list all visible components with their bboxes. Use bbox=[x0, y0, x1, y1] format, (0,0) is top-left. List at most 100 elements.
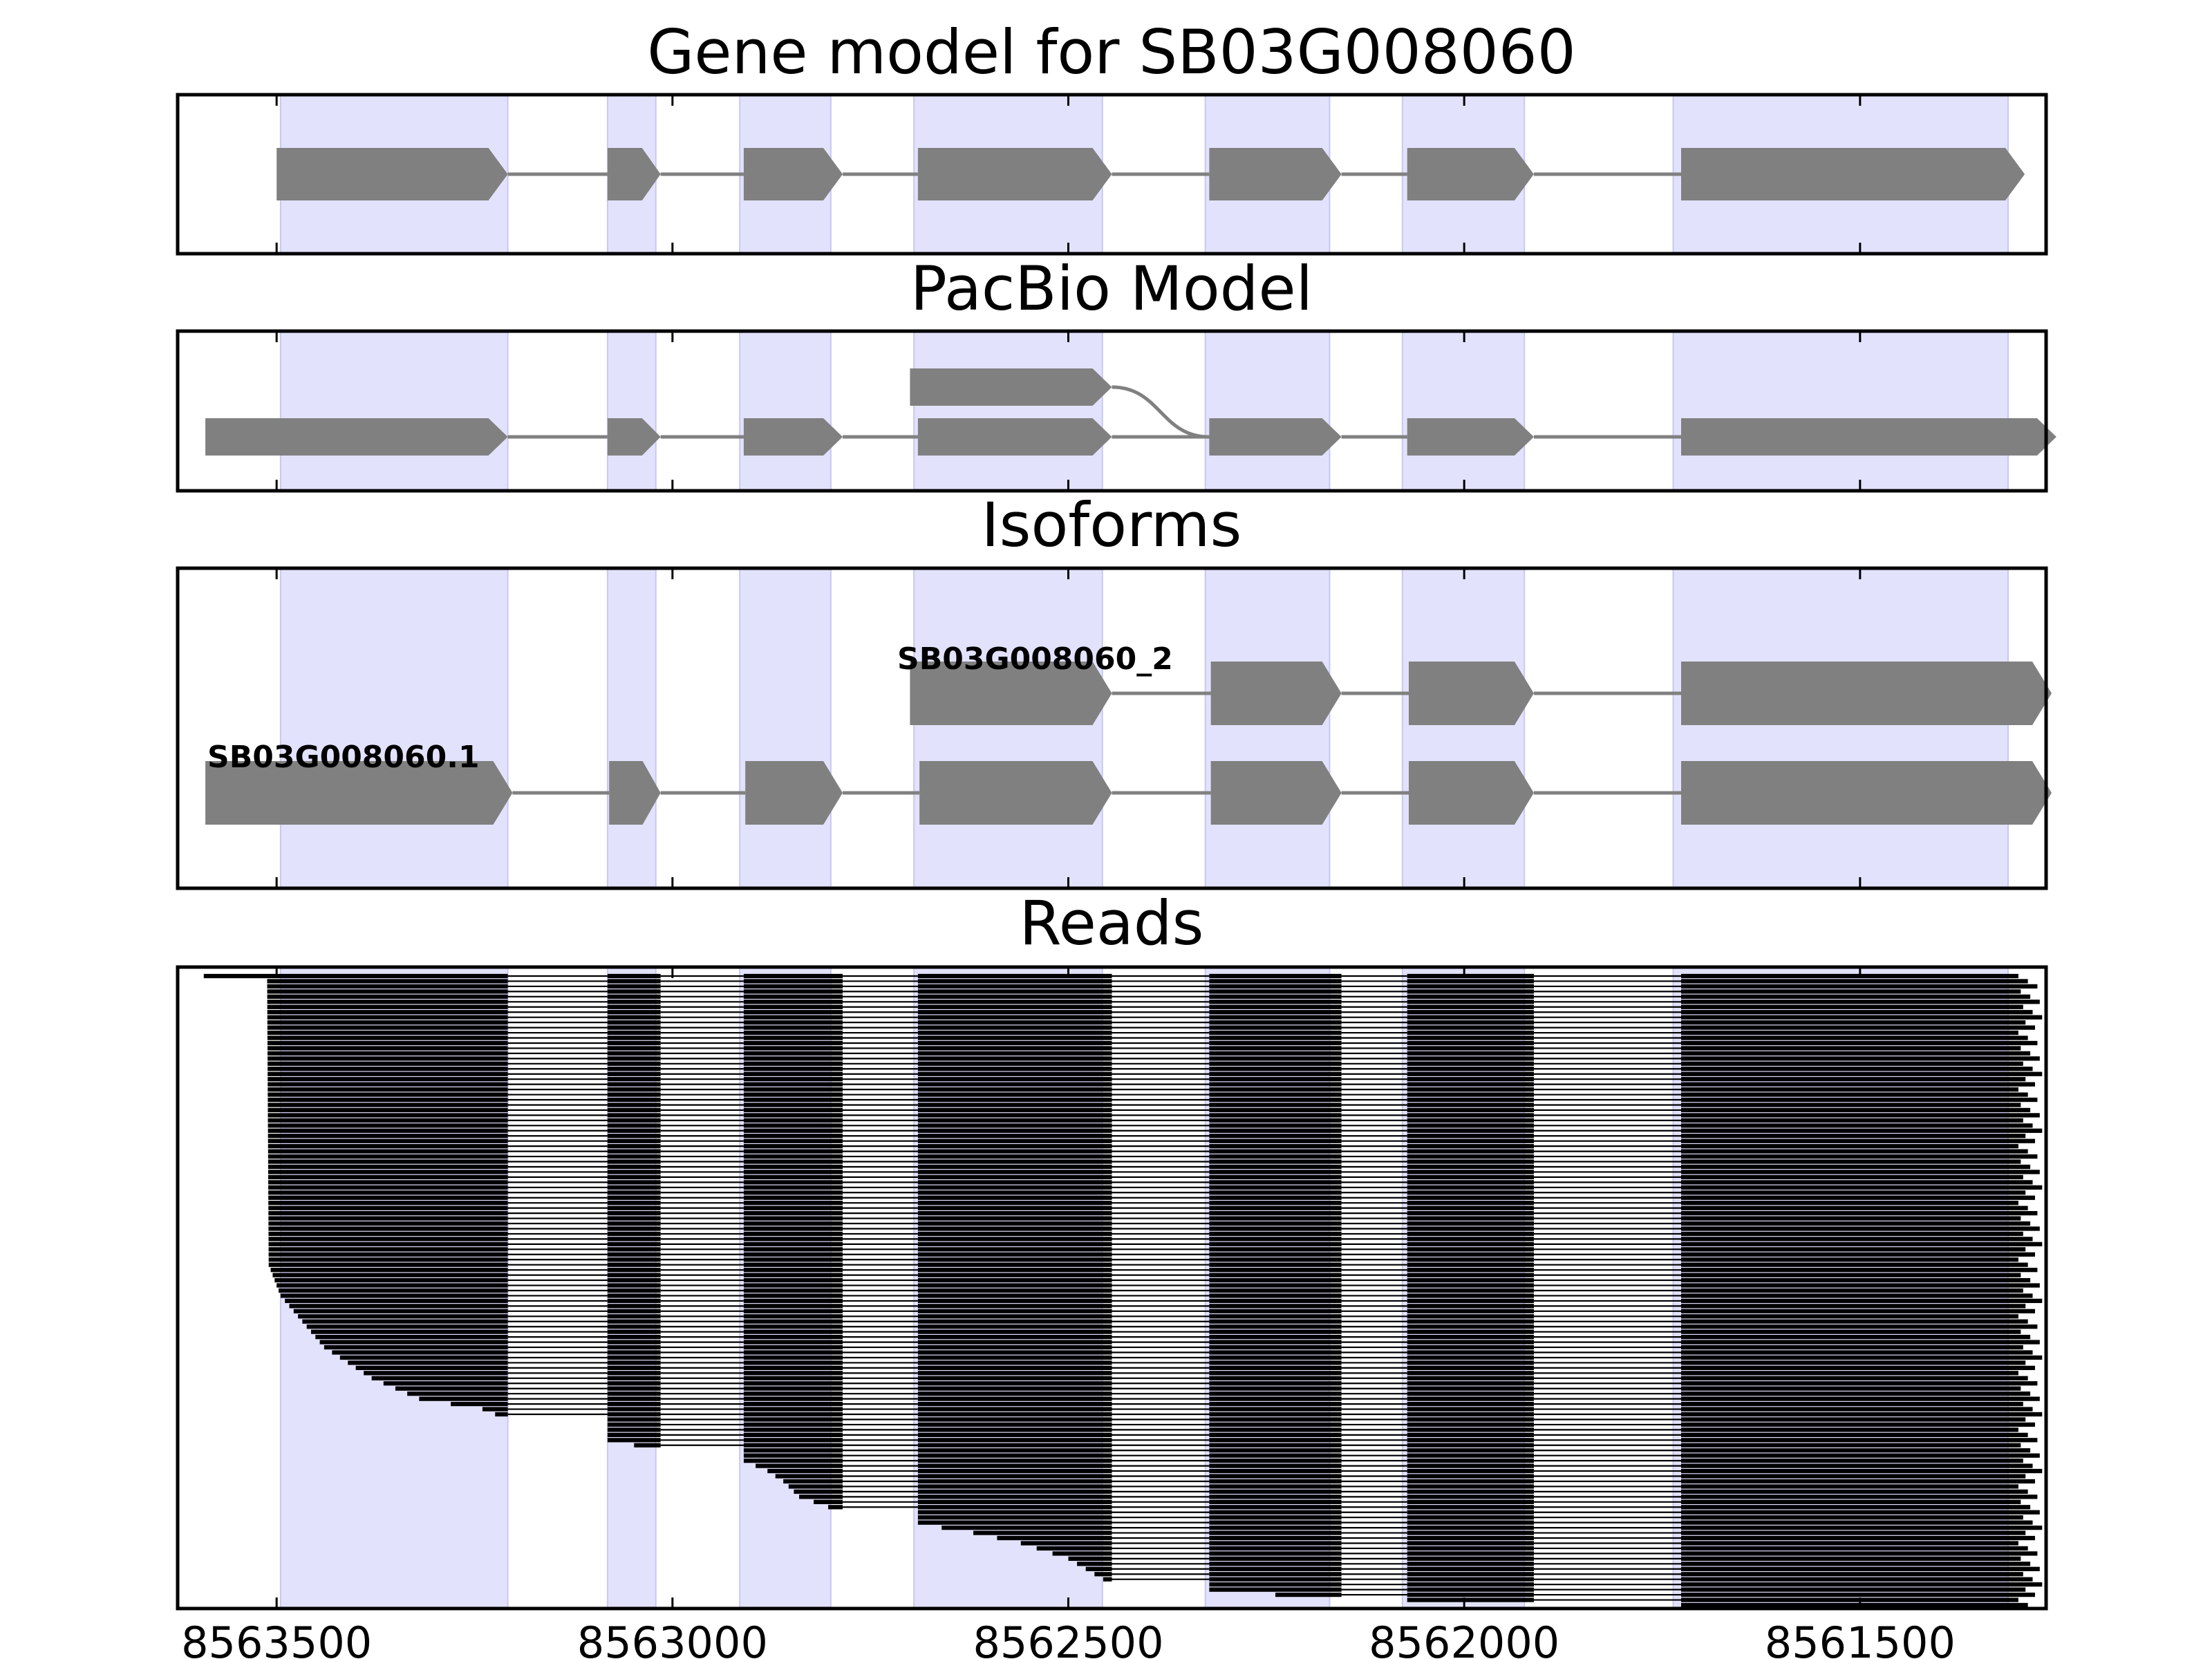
read-exon bbox=[1103, 1577, 1112, 1582]
read-exon bbox=[917, 1479, 1112, 1484]
read-exon bbox=[1209, 1412, 1342, 1417]
read-exon bbox=[743, 1159, 843, 1164]
read-exon bbox=[302, 1319, 508, 1324]
exon-shade-band-7 bbox=[1672, 330, 2009, 491]
read-exon bbox=[267, 1030, 508, 1035]
read-28 bbox=[268, 1113, 2040, 1118]
read-exon bbox=[743, 1000, 843, 1004]
read-exon bbox=[395, 1386, 508, 1391]
read-51 bbox=[268, 1231, 2023, 1237]
read-exon bbox=[743, 1417, 843, 1422]
read-exon bbox=[917, 1344, 1112, 1350]
read-exon bbox=[1680, 1138, 2035, 1143]
read-exon bbox=[607, 1061, 661, 1066]
read-exon bbox=[607, 1010, 661, 1015]
read-exon bbox=[1680, 1020, 2026, 1025]
read-exon bbox=[1407, 1226, 1534, 1231]
exon-shade-band-7 bbox=[1672, 568, 2009, 889]
read-exon bbox=[1680, 1056, 2040, 1061]
read-exon bbox=[799, 1494, 843, 1499]
isoform-label-2: SB03G008060_2 bbox=[897, 641, 1173, 677]
read-exon bbox=[1680, 1164, 2031, 1170]
read-88 bbox=[607, 1422, 2035, 1427]
read-12 bbox=[267, 1030, 2018, 1035]
read-19 bbox=[268, 1067, 2033, 1071]
read-exon bbox=[1407, 1000, 1534, 1004]
read-exon bbox=[743, 1040, 843, 1046]
read-exon bbox=[917, 1154, 1112, 1159]
read-exon bbox=[607, 1340, 661, 1344]
read-87 bbox=[607, 1417, 2026, 1422]
read-exon bbox=[607, 1128, 661, 1133]
read-exon bbox=[1407, 1107, 1534, 1113]
read-exon bbox=[1209, 1159, 1342, 1164]
read-exon bbox=[1680, 1004, 2023, 1009]
read-exon bbox=[1680, 1097, 2038, 1103]
read-exon bbox=[274, 1277, 508, 1283]
read-exon bbox=[743, 1123, 843, 1128]
read-exon bbox=[743, 1020, 843, 1025]
read-exon bbox=[1407, 1092, 1534, 1097]
read-exon bbox=[1680, 1510, 2040, 1515]
read-exon bbox=[607, 1082, 661, 1087]
read-exon bbox=[607, 1273, 661, 1277]
read-exon bbox=[607, 1365, 661, 1371]
read-exon bbox=[1680, 1324, 2038, 1329]
read-exon bbox=[1407, 1376, 1534, 1380]
read-exon bbox=[1407, 1489, 1534, 1494]
read-exon bbox=[917, 979, 1112, 984]
read-71 bbox=[315, 1334, 2031, 1340]
read-exon bbox=[917, 1309, 1112, 1313]
read-exon bbox=[607, 1247, 661, 1252]
read-exon bbox=[1209, 1510, 1342, 1515]
read-56 bbox=[268, 1257, 2018, 1262]
read-exon bbox=[1680, 1061, 2023, 1066]
read-exon bbox=[1680, 1087, 2018, 1092]
read-exon bbox=[607, 1020, 661, 1025]
read-79 bbox=[371, 1376, 2028, 1380]
read-exon bbox=[1209, 1468, 1342, 1474]
read-exon bbox=[1680, 1530, 2026, 1535]
read-111 bbox=[1020, 1541, 2018, 1546]
read-exon bbox=[1407, 1525, 1534, 1530]
read-exon bbox=[1209, 1262, 1342, 1267]
read-exon bbox=[607, 984, 661, 989]
read-exon bbox=[1680, 1159, 2021, 1164]
read-exon bbox=[1209, 1314, 1342, 1319]
read-exon bbox=[1407, 1484, 1534, 1489]
read-exon bbox=[1407, 1277, 1534, 1283]
read-exon bbox=[1680, 1000, 2040, 1004]
read-exon bbox=[1680, 1293, 2033, 1298]
read-exon bbox=[1209, 1144, 1342, 1149]
gene-model-exon-3 bbox=[743, 148, 843, 200]
read-exon bbox=[607, 1118, 661, 1123]
read-exon bbox=[607, 1277, 661, 1283]
read-exon bbox=[917, 1061, 1112, 1066]
read-exon bbox=[1680, 1448, 2031, 1453]
pacbio-main-exon-2 bbox=[607, 418, 661, 456]
read-exon bbox=[1407, 1417, 1534, 1422]
read-exon bbox=[268, 1252, 508, 1257]
read-76 bbox=[348, 1360, 2026, 1365]
read-exon bbox=[1680, 1201, 2018, 1206]
read-exon bbox=[917, 1360, 1112, 1365]
read-exon bbox=[607, 979, 661, 984]
read-exon bbox=[917, 1438, 1112, 1443]
gene-model-exon-7 bbox=[1680, 148, 2025, 200]
read-exon bbox=[607, 1164, 661, 1170]
read-exon bbox=[280, 1293, 508, 1298]
read-exon bbox=[917, 1067, 1112, 1071]
read-36 bbox=[268, 1154, 2038, 1159]
read-exon bbox=[1680, 1268, 2038, 1273]
read-exon bbox=[1209, 1170, 1342, 1174]
read-exon bbox=[1680, 1025, 2035, 1030]
read-exon bbox=[1407, 1566, 1534, 1571]
read-exon bbox=[371, 1376, 508, 1380]
read-exon bbox=[607, 1185, 661, 1190]
read-exon bbox=[767, 1468, 843, 1474]
read-exon bbox=[1209, 1422, 1342, 1427]
read-exon bbox=[743, 1262, 843, 1267]
isoform-2-exon-1 bbox=[910, 662, 1112, 725]
x-tick-label-5: 8561500 bbox=[1765, 1618, 1956, 1659]
